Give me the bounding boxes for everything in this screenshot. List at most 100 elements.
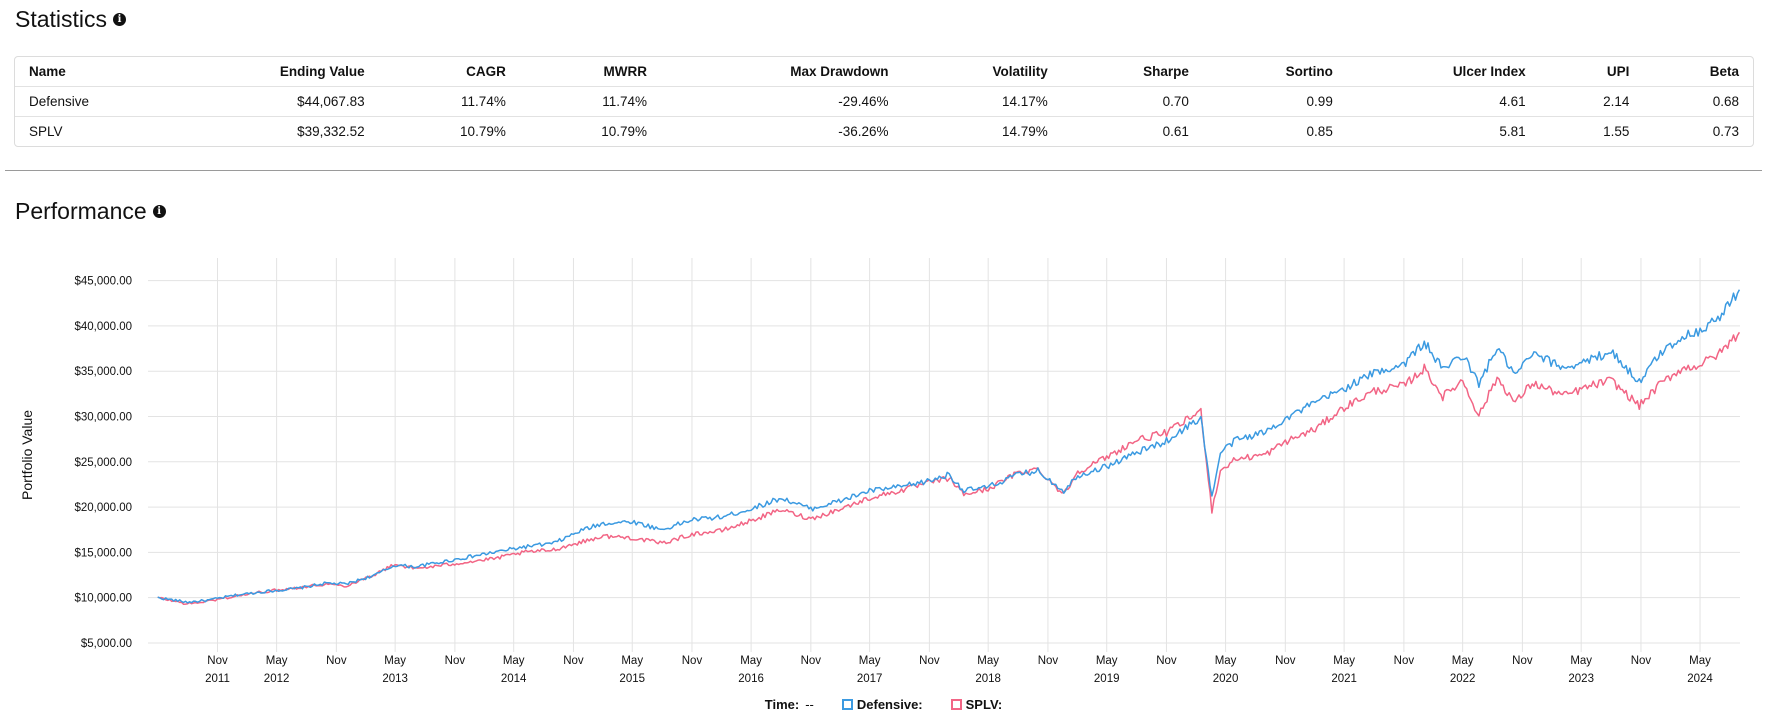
- y-tick-label: $20,000.00: [74, 502, 132, 514]
- table-row: Defensive $44,067.83 11.74% 11.74% -29.4…: [15, 86, 1753, 117]
- performance-title-text: Performance: [15, 198, 147, 224]
- y-tick-label: $10,000.00: [74, 593, 132, 605]
- x-tick-label: May: [1096, 655, 1118, 667]
- x-tick-year-label: 2014: [501, 673, 527, 685]
- column-header[interactable]: Beta: [1643, 57, 1753, 87]
- column-header[interactable]: Name: [15, 57, 163, 87]
- table-cell: 0.85: [1306, 124, 1333, 139]
- x-tick-label: May: [503, 655, 525, 667]
- splv-swatch: [950, 699, 962, 710]
- x-tick-label: May: [1689, 655, 1711, 667]
- x-tick-year-label: 2024: [1687, 673, 1713, 685]
- legend-time-label: Time:: [764, 697, 800, 712]
- y-tick-label: $30,000.00: [74, 412, 132, 424]
- x-tick-label: May: [1215, 655, 1237, 667]
- column-header[interactable]: Ending Value: [163, 57, 379, 87]
- info-icon[interactable]: i: [152, 205, 166, 218]
- x-tick-year-label: 2017: [857, 673, 883, 685]
- x-tick-year-label: 2020: [1213, 673, 1239, 685]
- table-cell: $39,332.52: [297, 124, 365, 139]
- x-tick-label: May: [384, 655, 406, 667]
- table-cell: 0.68: [1643, 86, 1753, 117]
- y-axis-label: Portfolio Value: [19, 410, 35, 500]
- x-tick-year-label: 2018: [975, 673, 1001, 685]
- table-cell: 0.99: [1202, 86, 1347, 117]
- column-header[interactable]: Ulcer Index: [1346, 57, 1540, 87]
- statistics-table: Name Ending Value CAGR MWRR Max Drawdown…: [14, 56, 1754, 147]
- x-tick-label: Nov: [1156, 655, 1177, 667]
- x-tick-label: May: [859, 655, 881, 667]
- x-tick-year-label: 2019: [1094, 673, 1120, 685]
- x-tick-label: Nov: [1631, 655, 1652, 667]
- table-header-row: Name Ending Value CAGR MWRR Max Drawdown…: [15, 57, 1753, 87]
- performance-title: Performance i: [15, 198, 166, 225]
- table-cell: 10.79%: [601, 124, 647, 139]
- table-cell: 11.74%: [519, 86, 661, 117]
- table-cell: 14.17%: [902, 86, 1062, 117]
- table-cell: Defensive: [15, 86, 163, 117]
- table-cell: 2.14: [1539, 86, 1644, 117]
- y-tick-label: $35,000.00: [74, 366, 132, 378]
- x-tick-year-label: 2011: [205, 673, 230, 685]
- table-cell: 0.70: [1061, 86, 1203, 117]
- y-tick-label: $5,000.00: [81, 638, 132, 650]
- table-cell: 5.81: [1499, 124, 1526, 139]
- table-cell: 14.79%: [1001, 124, 1048, 139]
- legend-item-splv[interactable]: SPLV:: [950, 697, 1003, 712]
- column-header[interactable]: UPI: [1539, 57, 1644, 87]
- table-cell: 0.61: [1162, 124, 1189, 139]
- table-cell: -29.46%: [661, 86, 903, 117]
- y-tick-label: $15,000.00: [74, 547, 132, 559]
- x-tick-label: Nov: [207, 655, 228, 667]
- column-header[interactable]: Sharpe: [1061, 57, 1203, 87]
- x-tick-year-label: 2023: [1568, 673, 1594, 685]
- x-tick-label: Nov: [326, 655, 347, 667]
- table-cell: 11.74%: [378, 86, 520, 117]
- x-tick-label: May: [1452, 655, 1474, 667]
- column-header[interactable]: Max Drawdown: [661, 57, 903, 87]
- statistics-title-text: Statistics: [15, 6, 108, 32]
- x-tick-year-label: 2021: [1331, 673, 1357, 685]
- table-cell: 1.55: [1603, 124, 1630, 139]
- x-tick-label: Nov: [563, 655, 584, 667]
- x-tick-label: Nov: [1038, 655, 1059, 667]
- x-tick-label: May: [977, 655, 999, 667]
- legend-defensive-label: Defensive:: [856, 697, 923, 712]
- series-line-splv: [157, 331, 1741, 606]
- table-cell: $44,067.83: [163, 86, 379, 117]
- y-tick-label: $40,000.00: [74, 321, 132, 333]
- series-line-defensive: [157, 289, 1741, 604]
- x-tick-label: Nov: [682, 655, 703, 667]
- table-cell: SPLV: [29, 124, 63, 139]
- x-tick-label: Nov: [801, 655, 822, 667]
- column-header[interactable]: MWRR: [519, 57, 661, 87]
- y-tick-label: $45,000.00: [74, 276, 132, 288]
- statistics-title: Statistics i: [15, 6, 127, 33]
- x-tick-year-label: 2022: [1450, 673, 1476, 685]
- table-cell: 10.79%: [460, 124, 506, 139]
- y-tick-label: $25,000.00: [74, 457, 132, 469]
- column-header[interactable]: Volatility: [902, 57, 1062, 87]
- table-row: SPLV $39,332.52 10.79% 10.79% -36.26% 14…: [15, 117, 1753, 147]
- x-tick-year-label: 2015: [619, 673, 645, 685]
- x-tick-label: Nov: [1394, 655, 1415, 667]
- x-tick-label: May: [266, 655, 288, 667]
- x-tick-year-label: 2016: [738, 673, 764, 685]
- x-tick-label: May: [1570, 655, 1592, 667]
- x-tick-year-label: 2013: [382, 673, 408, 685]
- x-tick-year-label: 2012: [264, 673, 290, 685]
- column-header[interactable]: Sortino: [1202, 57, 1347, 87]
- x-tick-label: May: [621, 655, 643, 667]
- table-cell: 0.73: [1712, 124, 1739, 139]
- x-tick-label: Nov: [919, 655, 940, 667]
- x-tick-label: Nov: [1275, 655, 1296, 667]
- x-tick-label: Nov: [445, 655, 466, 667]
- info-icon[interactable]: i: [113, 13, 127, 26]
- defensive-swatch: [841, 699, 853, 710]
- column-header[interactable]: CAGR: [378, 57, 520, 87]
- chart-legend: Time: -- Defensive: SPLV:: [0, 697, 1767, 712]
- x-tick-label: May: [740, 655, 762, 667]
- legend-item-defensive[interactable]: Defensive:: [841, 697, 923, 712]
- legend-splv-label: SPLV:: [965, 697, 1003, 712]
